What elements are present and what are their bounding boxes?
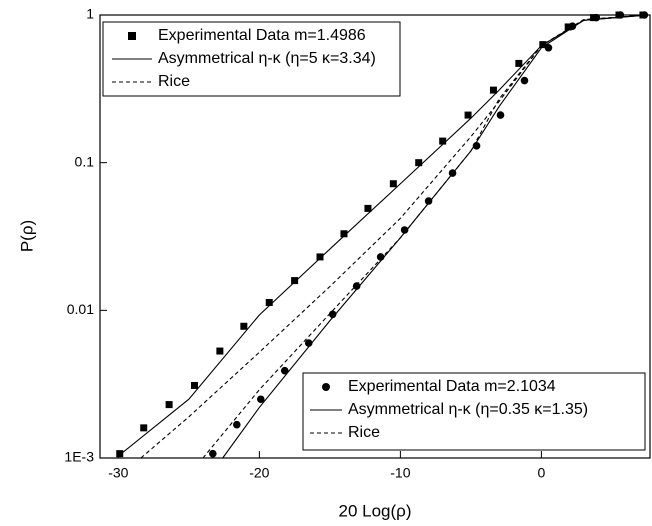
data-point xyxy=(165,401,173,409)
data-point xyxy=(232,420,241,429)
data-point xyxy=(520,76,529,85)
data-point xyxy=(415,159,423,167)
data-point xyxy=(496,111,505,119)
data-point xyxy=(389,180,397,188)
data-point xyxy=(489,86,497,94)
data-point xyxy=(116,450,124,458)
data-point xyxy=(209,449,217,458)
y-tick-label: 0.1 xyxy=(75,153,95,169)
legend-label: Asymmetrical η-κ (η=5 κ=3.34) xyxy=(158,50,376,67)
data-point xyxy=(464,111,472,119)
data-point xyxy=(280,366,289,375)
x-axis-label: 20 Log(ρ) xyxy=(339,501,412,520)
data-point xyxy=(240,322,248,330)
y-tick-label: 1E-3 xyxy=(64,449,94,465)
legend-label: Experimental Data m=2.1034 xyxy=(348,378,556,395)
data-point xyxy=(352,282,361,290)
data-point xyxy=(364,204,372,212)
legend-box xyxy=(102,21,401,97)
data-point xyxy=(592,13,601,22)
x-tick-label: 0 xyxy=(538,465,546,481)
data-point xyxy=(424,197,433,205)
data-point xyxy=(265,298,273,306)
legend-label: Asymmetrical η-κ (η=0.35 κ=1.35) xyxy=(348,401,588,418)
legend-swatch xyxy=(322,383,330,391)
data-point xyxy=(316,253,324,261)
data-point xyxy=(328,310,337,319)
legend-label: Experimental Data m=1.4986 xyxy=(158,27,366,44)
data-point xyxy=(291,277,299,285)
data-point xyxy=(216,347,224,355)
data-point xyxy=(544,43,553,52)
legend-label: Rice xyxy=(158,73,190,90)
y-tick-label: 1 xyxy=(86,6,94,22)
data-point xyxy=(190,381,198,389)
data-point xyxy=(340,230,348,238)
series-line xyxy=(119,14,648,456)
series-line xyxy=(140,14,648,459)
legend-box xyxy=(302,372,646,451)
x-tick-label: -30 xyxy=(108,465,128,481)
plot-frame xyxy=(99,14,651,459)
legend-swatch xyxy=(128,32,136,40)
y-tick-label: 0.01 xyxy=(67,301,94,317)
data-point xyxy=(256,395,265,404)
x-tick-label: -20 xyxy=(249,465,269,481)
data-point xyxy=(400,226,409,234)
data-point xyxy=(439,137,447,145)
legend-label: Rice xyxy=(348,424,380,441)
series-line xyxy=(202,14,648,459)
data-point xyxy=(515,59,523,67)
data-point xyxy=(140,424,148,432)
y-axis-label: P(ρ) xyxy=(17,220,36,252)
x-tick-label: -10 xyxy=(390,465,410,481)
data-point xyxy=(564,23,572,31)
